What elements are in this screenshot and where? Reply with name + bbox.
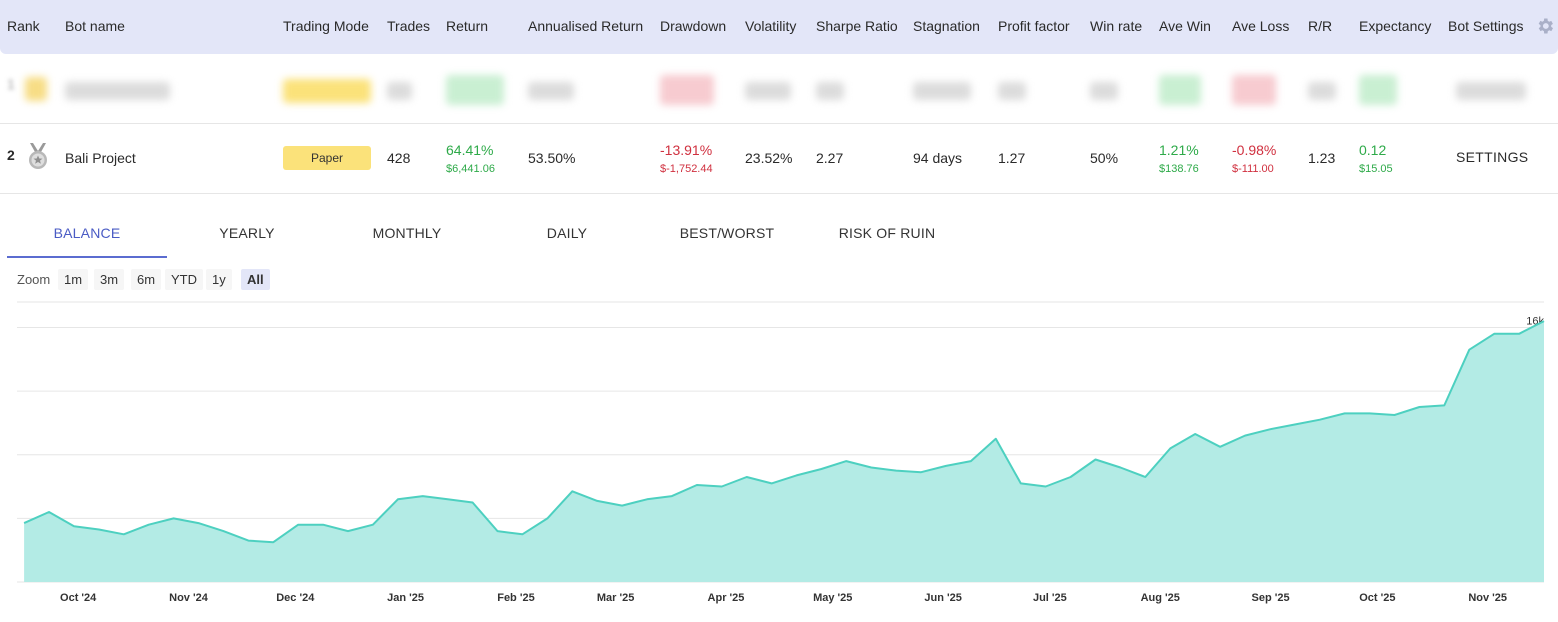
zoom-1m-button[interactable]: 1m [58, 269, 89, 290]
col-win-rate[interactable]: Win rate [1090, 18, 1143, 34]
col-drawdown[interactable]: Drawdown [660, 18, 727, 34]
trading-mode-badge: Paper [283, 146, 371, 170]
col-stagnation[interactable]: Stagnation [913, 18, 980, 34]
zoom-label: Zoom [17, 272, 51, 287]
col-trading-mode[interactable]: Trading Mode [283, 18, 369, 34]
drawdown-usd: $-1,752.44 [660, 163, 713, 175]
table-header: Rank Bot name Trading Mode Trades Return… [0, 0, 1558, 54]
rank-cell: 1 [7, 76, 15, 92]
x-tick-label: Aug '25 [1141, 592, 1180, 604]
x-tick-label: May '25 [813, 592, 852, 604]
x-tick-label: Jun '25 [924, 592, 961, 604]
x-tick-label: Mar '25 [597, 592, 634, 604]
silver-medal-icon [29, 143, 47, 169]
tab-risk-of-ruin[interactable]: RISK OF RUIN [838, 225, 936, 241]
gear-icon[interactable] [1535, 16, 1555, 36]
rank-cell: 2 [7, 147, 15, 163]
zoom-ytd-button[interactable]: YTD [165, 269, 203, 290]
trades-value: 428 [387, 150, 411, 166]
expectancy-value: 0.12 [1359, 142, 1387, 158]
expectancy-usd: $15.05 [1359, 163, 1393, 175]
x-tick-label: Oct '24 [60, 592, 97, 604]
col-volatility[interactable]: Volatility [745, 18, 797, 34]
profit-factor-value: 1.27 [998, 150, 1026, 166]
zoom-1y-button[interactable]: 1y [206, 269, 232, 290]
x-tick-label: Jan '25 [387, 592, 424, 604]
x-tick-label: Nov '24 [169, 592, 209, 604]
table-row[interactable] [0, 124, 1558, 194]
bot-name[interactable]: Bali Project [65, 150, 136, 166]
col-bot-name[interactable]: Bot name [65, 18, 125, 34]
volatility-value: 23.52% [745, 150, 793, 166]
settings-link[interactable]: SETTINGS [1456, 149, 1529, 165]
x-tick-label: Dec '24 [276, 592, 315, 604]
col-ave-win[interactable]: Ave Win [1159, 18, 1211, 34]
x-tick-label: Feb '25 [497, 592, 534, 604]
zoom-6m-button[interactable]: 6m [131, 269, 162, 290]
annualised-return-value: 53.50% [528, 150, 576, 166]
redacted-bot-name [65, 82, 170, 100]
ave-loss-usd: $-111.00 [1232, 163, 1274, 175]
return-pct: 64.41% [446, 142, 494, 158]
col-sharpe-ratio[interactable]: Sharpe Ratio [816, 18, 898, 34]
col-rank[interactable]: Rank [7, 18, 40, 34]
sharpe-ratio-value: 2.27 [816, 150, 844, 166]
col-bot-settings[interactable]: Bot Settings [1448, 18, 1524, 34]
col-return[interactable]: Return [446, 18, 489, 34]
x-tick-label: Oct '25 [1359, 592, 1395, 604]
zoom-all-button[interactable]: All [241, 269, 270, 290]
col-annualised-return[interactable]: Annualised Return [528, 18, 644, 34]
tab-balance[interactable]: BALANCE [7, 212, 167, 258]
table-row-redacted[interactable]: 1 [0, 55, 1558, 124]
stagnation-value: 94 days [913, 150, 963, 166]
x-tick-label: Apr '25 [708, 592, 745, 604]
x-tick-label: Sep '25 [1252, 592, 1290, 604]
col-ave-loss[interactable]: Ave Loss [1232, 18, 1290, 34]
col-profit-factor[interactable]: Profit factor [998, 18, 1070, 34]
rr-value: 1.23 [1308, 150, 1336, 166]
medal-icon [25, 77, 47, 101]
tab-yearly[interactable]: YEARLY [219, 225, 275, 241]
tab-best-worst[interactable]: BEST/WORST [679, 225, 775, 241]
tab-monthly[interactable]: MONTHLY [372, 225, 442, 241]
chart-tabs: BALANCE YEARLY MONTHLY DAILY BEST/WORST … [7, 212, 1547, 258]
col-expectancy[interactable]: Expectancy [1359, 18, 1432, 34]
ave-win-usd: $138.76 [1159, 163, 1199, 175]
ave-win-pct: 1.21% [1159, 142, 1199, 158]
tab-daily[interactable]: DAILY [546, 225, 588, 241]
balance-line [23, 320, 1545, 544]
zoom-3m-button[interactable]: 3m [94, 269, 125, 290]
redacted-mode [283, 79, 371, 103]
return-usd: $6,441.06 [446, 163, 495, 175]
ave-loss-pct: -0.98% [1232, 142, 1277, 158]
col-rr[interactable]: R/R [1308, 18, 1333, 34]
drawdown-pct: -13.91% [660, 142, 713, 158]
x-tick-label: Nov '25 [1468, 592, 1507, 604]
x-tick-label: Jul '25 [1033, 592, 1067, 604]
balance-area [24, 321, 1545, 582]
col-trades[interactable]: Trades [387, 18, 431, 34]
win-rate-value: 50% [1090, 150, 1119, 166]
